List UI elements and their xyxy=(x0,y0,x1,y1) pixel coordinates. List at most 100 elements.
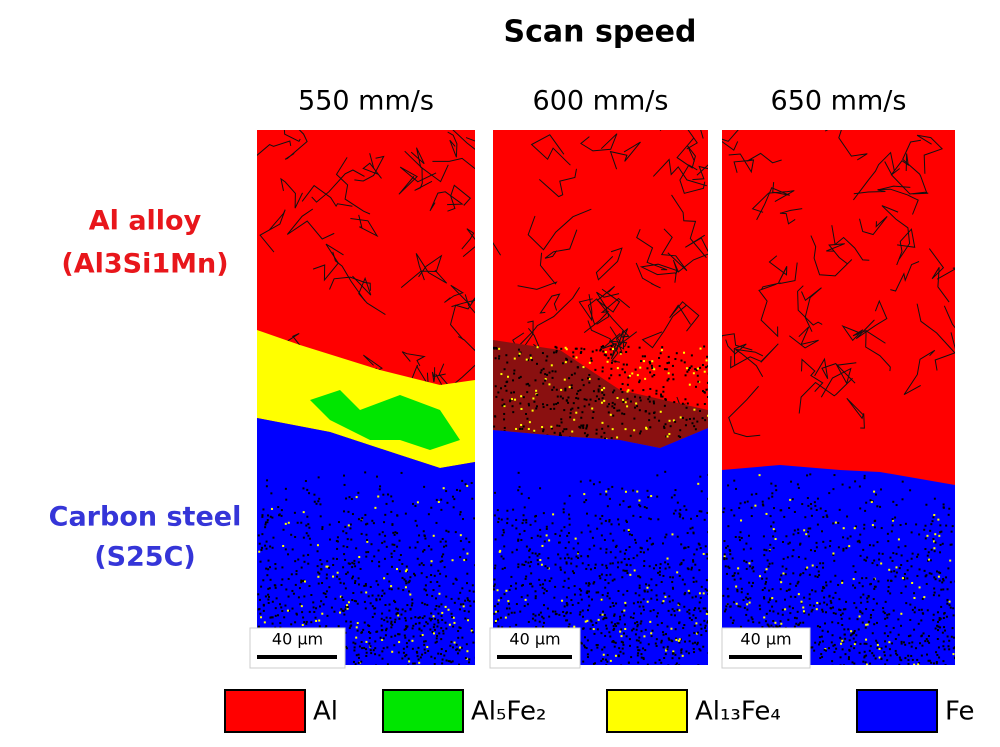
speckle xyxy=(676,571,679,574)
grain-boundary xyxy=(352,275,386,316)
speckle xyxy=(706,355,708,358)
speckle xyxy=(679,513,682,516)
speckle xyxy=(752,581,755,584)
speckle xyxy=(671,657,674,660)
speckle xyxy=(927,635,930,638)
speckle xyxy=(370,543,373,546)
speckle xyxy=(564,389,567,392)
speckle xyxy=(505,589,508,592)
speckle xyxy=(538,613,541,616)
speckle xyxy=(571,603,574,606)
speckle xyxy=(728,566,731,569)
speckle xyxy=(514,587,517,590)
speckle xyxy=(847,658,850,661)
speckle xyxy=(925,574,928,577)
speckle xyxy=(454,577,457,580)
speckle xyxy=(621,382,624,385)
speckle xyxy=(624,601,627,604)
speckle xyxy=(364,513,367,516)
speckle xyxy=(400,471,403,474)
speckle xyxy=(650,632,653,635)
speckle xyxy=(679,508,682,511)
speckle xyxy=(617,518,620,521)
speckle xyxy=(679,429,682,432)
speckle xyxy=(610,523,613,526)
speckle xyxy=(942,506,945,509)
speckle xyxy=(433,663,436,665)
speckle xyxy=(261,546,264,549)
speckle xyxy=(674,664,677,665)
speckle xyxy=(630,534,633,537)
speckle xyxy=(657,571,660,574)
speckle xyxy=(337,521,340,524)
speckle xyxy=(440,508,443,511)
speckle xyxy=(645,507,648,510)
speckle xyxy=(619,550,622,553)
speckle xyxy=(636,623,639,626)
speckle xyxy=(923,596,926,599)
speckle xyxy=(872,578,875,581)
speckle xyxy=(573,585,576,588)
speckle xyxy=(723,507,726,510)
speckle xyxy=(466,597,469,600)
speckle xyxy=(678,621,681,624)
speckle xyxy=(285,498,288,501)
speckle xyxy=(613,403,616,406)
speckle xyxy=(517,348,520,351)
speckle xyxy=(547,567,550,570)
speckle xyxy=(367,551,370,554)
speckle xyxy=(352,641,355,644)
speckle xyxy=(774,621,777,624)
speckle xyxy=(375,598,378,601)
speckle xyxy=(349,625,352,628)
speckle xyxy=(856,540,859,543)
speckle xyxy=(538,578,541,581)
grain-boundary xyxy=(259,209,286,253)
speckle xyxy=(575,397,578,400)
speckle xyxy=(513,372,516,375)
speckle xyxy=(510,584,513,587)
speckle xyxy=(837,546,840,549)
speckle xyxy=(739,531,742,534)
speckle xyxy=(624,627,627,630)
speckle xyxy=(623,552,626,555)
speckle xyxy=(354,580,357,583)
speckle xyxy=(814,590,817,593)
speckle xyxy=(346,571,349,574)
speckle xyxy=(839,609,842,612)
speckle xyxy=(595,428,598,431)
speckle xyxy=(558,534,561,537)
speckle xyxy=(869,616,872,619)
speckle xyxy=(705,610,708,613)
speckle xyxy=(583,493,586,496)
speckle xyxy=(431,631,434,634)
speckle xyxy=(357,661,360,664)
speckle xyxy=(600,401,603,404)
speckle xyxy=(724,565,727,568)
speckle xyxy=(684,424,687,427)
speckle xyxy=(644,377,647,380)
grain-boundary xyxy=(859,216,888,236)
speckle xyxy=(732,601,735,604)
speckle xyxy=(328,566,331,569)
speckle xyxy=(772,521,775,524)
grain-boundary xyxy=(354,155,385,182)
grain-boundary xyxy=(652,158,708,187)
speckle xyxy=(892,626,895,629)
speckle xyxy=(430,574,433,577)
speckle xyxy=(276,614,279,617)
speckle xyxy=(611,401,614,404)
speckle xyxy=(600,598,603,601)
speckle xyxy=(577,406,580,409)
speckle xyxy=(549,407,552,410)
speckle xyxy=(411,647,414,650)
speckle xyxy=(765,612,768,615)
speckle xyxy=(774,530,777,533)
speckle xyxy=(316,550,319,553)
speckle xyxy=(436,580,439,583)
speckle xyxy=(407,581,410,584)
speckle xyxy=(502,557,505,560)
speckle xyxy=(663,368,666,371)
speckle xyxy=(740,587,743,590)
speckle xyxy=(405,625,408,628)
